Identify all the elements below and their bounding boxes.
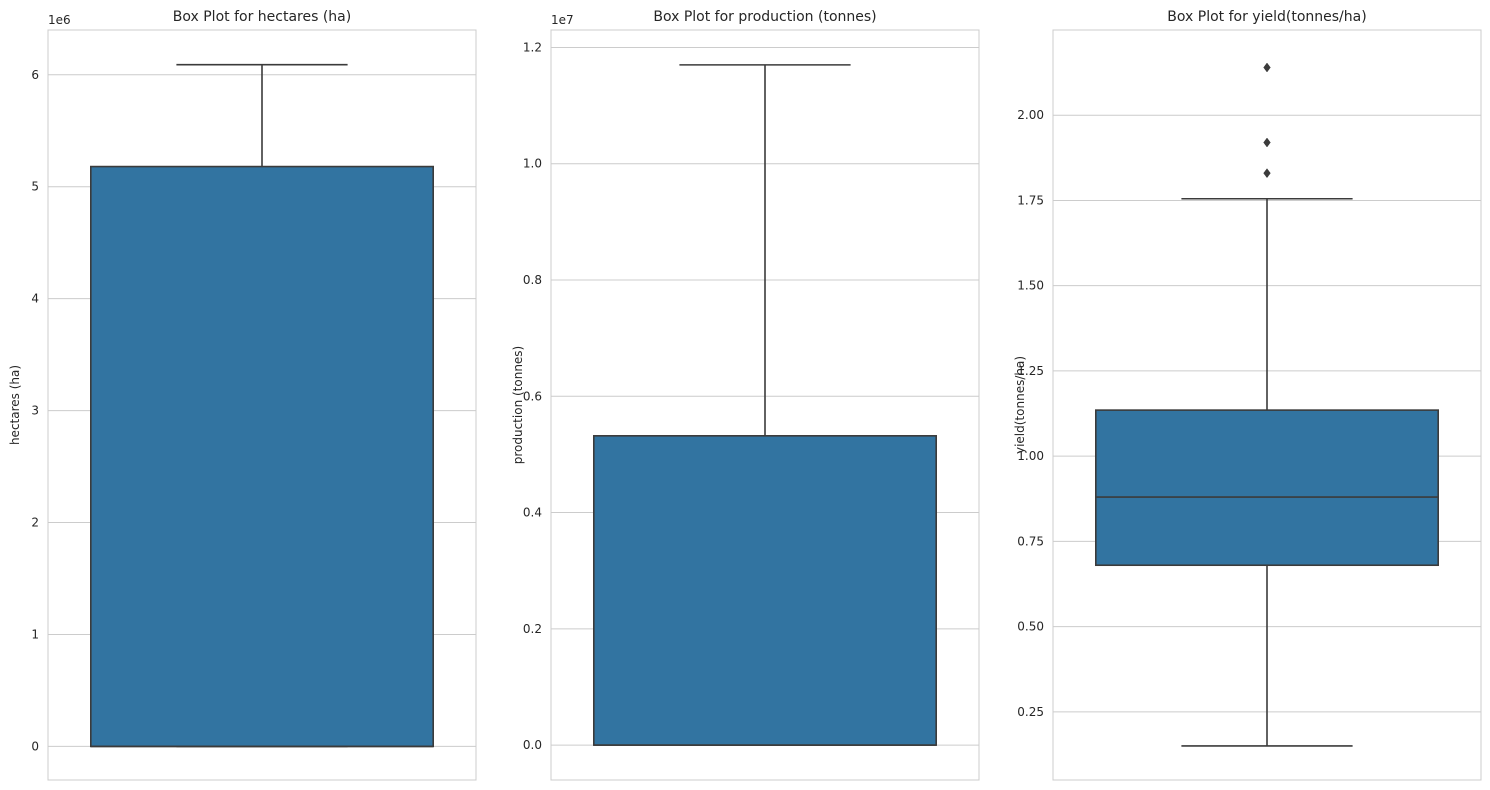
y-tick-label: 0.75 xyxy=(1017,534,1044,548)
y-tick-label: 4 xyxy=(31,292,39,306)
outlier-point xyxy=(1263,168,1271,179)
y-tick-label: 0.0 xyxy=(523,738,542,752)
y-tick-label: 2 xyxy=(31,516,39,530)
chart-title: Box Plot for yield(tonnes/ha) xyxy=(1167,9,1366,25)
y-tick-label: 2.00 xyxy=(1017,108,1044,122)
y-tick-label: 0.4 xyxy=(523,506,542,520)
y-tick-label: 3 xyxy=(31,404,39,418)
y-tick-label: 5 xyxy=(31,180,39,194)
y-tick-label: 1.25 xyxy=(1017,364,1044,378)
y-axis-label: hectares (ha) xyxy=(8,365,22,445)
box-iqr xyxy=(90,165,434,748)
outlier-point xyxy=(1263,62,1271,73)
y-tick-label: 0.6 xyxy=(523,389,542,403)
y-tick-label: 0.8 xyxy=(523,273,542,287)
chart-title: Box Plot for production (tonnes) xyxy=(653,9,876,25)
box-iqr xyxy=(592,435,937,746)
y-axis-label: yield(tonnes/ha) xyxy=(1013,356,1027,454)
y-tick-label: 0 xyxy=(31,739,39,753)
y-tick-label: 0.25 xyxy=(1017,705,1044,719)
y-tick-label: 1.0 xyxy=(523,157,542,171)
y-tick-label: 0.50 xyxy=(1017,620,1044,634)
y-tick-label: 1.50 xyxy=(1017,279,1044,293)
box-iqr xyxy=(1095,409,1440,567)
chart-panel-1: 0 1 2 3 4 5 6 Box Plot for hectares (ha) hectare… xyxy=(8,9,477,781)
outlier-point xyxy=(1263,137,1271,148)
y-tick-label: 1.2 xyxy=(523,40,542,54)
y-tick-label: 0.2 xyxy=(523,622,542,636)
y-tick-label: 1 xyxy=(31,627,39,641)
axis-offset-label: 1e7 xyxy=(551,13,574,27)
axis-offset-label: 1e6 xyxy=(48,13,71,27)
y-axis-label: production (tonnes) xyxy=(511,346,525,465)
chart-title: Box Plot for hectares (ha) xyxy=(173,9,351,25)
y-tick-label: 6 xyxy=(31,68,39,82)
y-tick-label: 1.00 xyxy=(1017,449,1044,463)
chart-panel-3: 0.25 0.50 0.75 1.00 1.25 1.50 1.75 2.00 Box Plot… xyxy=(1013,9,1482,781)
chart-panel-2: 0.0 0.2 0.4 0.6 0.8 1.0 1.2 Box Plot for produc… xyxy=(511,9,980,781)
y-tick-label: 1.75 xyxy=(1017,193,1044,207)
